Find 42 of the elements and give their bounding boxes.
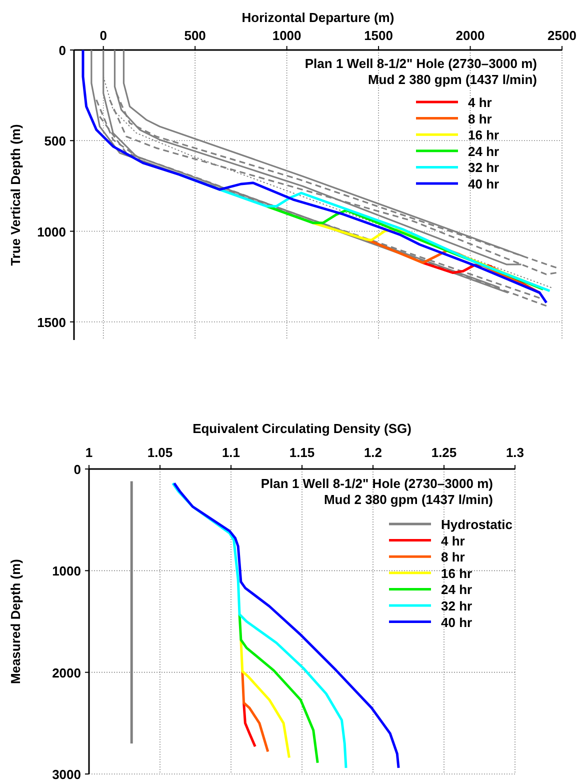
- x-tick-label: 1500: [364, 28, 393, 43]
- legend-label: 8 hr: [441, 550, 465, 565]
- y-tick-label: 500: [44, 134, 66, 149]
- y-tick-label: 0: [74, 462, 81, 477]
- x-tick-label: 2500: [548, 28, 576, 43]
- legend-label: 8 hr: [468, 111, 492, 126]
- legend-label: 4 hr: [468, 95, 492, 110]
- legend-label: 24 hr: [468, 144, 500, 159]
- y-axis-title: True Vertical Depth (m): [8, 124, 23, 266]
- x-tick-label: 1.2: [364, 445, 382, 460]
- legend-label: 40 hr: [441, 614, 472, 630]
- legend-label: 16 hr: [441, 566, 472, 581]
- y-tick-label: 3000: [52, 767, 81, 782]
- text: Mud 2 380 gpm (1437 l/min): [324, 492, 493, 507]
- legend-label: Hydrostatic: [441, 517, 513, 532]
- x-tick-label: 1.1: [222, 445, 240, 460]
- y-axis-title: Measured Depth (m): [8, 559, 23, 684]
- x-tick-label: 1.25: [431, 445, 457, 460]
- x-tick-label: 2000: [456, 28, 485, 43]
- legend-label: 16 hr: [468, 128, 500, 143]
- legend-label: 40 hr: [468, 176, 500, 192]
- legend-label: 24 hr: [441, 582, 472, 598]
- x-tick-label: 0: [100, 28, 107, 43]
- legend-label: 4 hr: [441, 533, 465, 548]
- x-tick-label: 1: [85, 445, 93, 460]
- y-tick-label: 1000: [37, 224, 66, 240]
- x-tick-label: 1000: [272, 28, 302, 43]
- x-tick-label: 1.05: [147, 445, 173, 460]
- x-tick-label: 1.3: [506, 445, 524, 460]
- x-tick-label: 1.15: [289, 445, 315, 460]
- legend-label: 32 hr: [441, 598, 472, 614]
- y-tick-label: 1000: [52, 564, 81, 579]
- text: Plan 1 Well 8-1/2" Hole (2730–3000 m): [304, 56, 537, 71]
- x-tick-label: 500: [184, 28, 206, 43]
- y-tick-label: 0: [58, 43, 66, 58]
- x-axis-title: Horizontal Departure (m): [242, 10, 394, 25]
- y-tick-label: 2000: [52, 665, 81, 680]
- text: Plan 1 Well 8-1/2" Hole (2730–3000 m): [260, 476, 493, 491]
- legend-label: 32 hr: [468, 160, 500, 176]
- x-axis-title: Equivalent Circulating Density (SG): [192, 421, 412, 436]
- y-tick-label: 1500: [37, 314, 66, 330]
- text: Mud 2 380 gpm (1437 l/min): [368, 72, 537, 87]
